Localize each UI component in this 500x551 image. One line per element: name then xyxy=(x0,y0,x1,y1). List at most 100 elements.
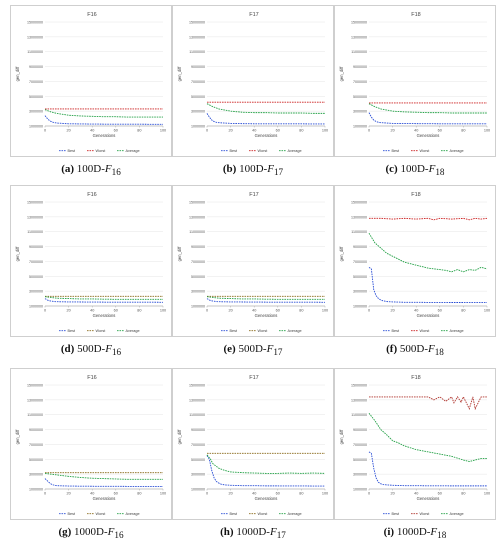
legend-label: Best xyxy=(392,149,401,153)
x-tick-label: 100 xyxy=(160,309,166,313)
y-tick-label: 5000000 xyxy=(353,275,367,279)
series-line-best xyxy=(44,298,164,303)
y-tick-label: 9000000 xyxy=(29,65,43,69)
caption-text: 500D- xyxy=(77,343,106,355)
series-line-best xyxy=(368,266,487,304)
x-tick-label: 0 xyxy=(206,309,208,313)
series-line-average xyxy=(44,472,163,480)
x-tick-label: 20 xyxy=(228,492,232,496)
x-tick-label: 20 xyxy=(390,129,394,133)
y-tick-label: 13000000 xyxy=(189,215,205,219)
x-tick-label: 60 xyxy=(438,492,442,496)
series-line-best xyxy=(44,478,163,487)
y-tick-label: 15000000 xyxy=(189,201,205,205)
x-tick-label: 20 xyxy=(66,129,70,133)
y-tick-label: 7000000 xyxy=(353,80,367,84)
y-axis-label: gen_diff xyxy=(15,66,20,82)
x-tick-label: 100 xyxy=(322,129,328,133)
y-tick-label: 15000000 xyxy=(351,384,367,388)
chart-frame: F18 15000000 13000000 11000000 9000000 700000… xyxy=(334,185,496,337)
y-tick-label: 13000000 xyxy=(351,35,367,39)
x-tick-label: 40 xyxy=(90,129,94,133)
caption-text: 1000D- xyxy=(396,526,431,538)
chart-frame: F17 15000000 13000000 11000000 9000000 700000… xyxy=(172,5,334,157)
x-tick-label: 60 xyxy=(438,129,442,133)
y-tick-label: 3000000 xyxy=(191,290,205,294)
y-tick-label: 5000000 xyxy=(191,95,205,99)
chart-panel-b: F17 15000000 13000000 11000000 9000000 700000… xyxy=(172,5,334,188)
caption-tag: (i) xyxy=(383,526,395,538)
legend-label: Average xyxy=(450,512,464,516)
x-tick-label: 40 xyxy=(414,129,418,133)
y-tick-label: 1000000 xyxy=(191,125,205,129)
y-tick-label: 1000000 xyxy=(29,305,43,309)
caption-text: 500D- xyxy=(399,343,428,355)
y-tick-label: 11000000 xyxy=(27,230,43,234)
figure-caption: (f) 500D-F18 xyxy=(334,343,496,357)
legend-label: Best xyxy=(68,329,77,333)
x-axis-label: Generations xyxy=(93,496,116,501)
legend-label: Best xyxy=(230,512,239,516)
x-tick-label: 100 xyxy=(484,492,490,496)
caption-subscript: 18 xyxy=(437,530,447,541)
x-tick-label: 80 xyxy=(137,309,141,313)
series-line-worst xyxy=(369,395,487,411)
x-tick-label: 80 xyxy=(461,129,465,133)
y-tick-label: 11000000 xyxy=(27,413,43,417)
legend-label: Best xyxy=(230,329,239,333)
caption-tag: (c) xyxy=(385,163,398,175)
y-tick-label: 5000000 xyxy=(191,275,205,279)
x-tick-label: 20 xyxy=(390,309,394,313)
series-line-best xyxy=(44,115,163,125)
caption-function: F xyxy=(104,163,112,175)
chart-frame: F16 15000000 13000000 11000000 9000000 700000… xyxy=(10,5,172,157)
y-tick-label: 11000000 xyxy=(189,50,205,54)
x-tick-label: 80 xyxy=(137,129,141,133)
x-tick-label: 0 xyxy=(368,492,370,496)
legend-label: Average xyxy=(126,512,140,516)
caption-function: F xyxy=(428,163,436,175)
y-tick-label: 3000000 xyxy=(191,473,205,477)
y-tick-label: 9000000 xyxy=(353,428,367,432)
legend-label: Worst xyxy=(96,329,107,333)
y-tick-label: 15000000 xyxy=(351,201,367,205)
chart-title: F16 xyxy=(87,192,96,198)
y-tick-label: 11000000 xyxy=(351,413,367,417)
chart-panel-i: F18 15000000 13000000 11000000 9000000 700000… xyxy=(334,368,496,551)
line-chart-d: F16 15000000 13000000 11000000 9000000 700000… xyxy=(15,192,166,333)
x-tick-label: 80 xyxy=(299,309,303,313)
x-tick-label: 100 xyxy=(484,129,490,133)
chart-title: F18 xyxy=(411,12,420,18)
series-line-average xyxy=(206,454,326,474)
y-tick-label: 11000000 xyxy=(189,413,205,417)
caption-subscript: 16 xyxy=(111,347,122,358)
y-axis-label: gen_diff xyxy=(177,66,182,82)
x-axis-label: Generations xyxy=(255,313,278,318)
x-tick-label: 100 xyxy=(322,309,328,313)
y-tick-label: 5000000 xyxy=(353,458,367,462)
x-axis-label: Generations xyxy=(417,313,440,318)
legend-label: Average xyxy=(126,329,140,333)
x-axis-label: Generations xyxy=(93,133,116,138)
y-tick-label: 9000000 xyxy=(191,65,205,69)
chart-panel-c: F18 15000000 13000000 11000000 9000000 700000… xyxy=(334,5,496,188)
caption-function: F xyxy=(105,343,112,355)
caption-tag: (e) xyxy=(223,343,236,355)
x-tick-label: 80 xyxy=(299,129,303,133)
caption-function: F xyxy=(267,163,274,175)
x-axis-label: Generations xyxy=(417,496,440,501)
x-tick-label: 60 xyxy=(114,129,118,133)
y-tick-label: 7000000 xyxy=(191,443,205,447)
line-chart-a: F16 15000000 13000000 11000000 9000000 700000… xyxy=(15,12,166,153)
x-axis-label: Generations xyxy=(255,496,278,501)
x-axis-label: Generations xyxy=(255,133,278,138)
figure-caption: (d) 500D-F16 xyxy=(10,343,172,357)
caption-text: 1000D- xyxy=(74,526,108,538)
chart-panel-f: F18 15000000 13000000 11000000 9000000 700000… xyxy=(334,185,496,368)
caption-function: F xyxy=(269,526,277,538)
y-tick-label: 3000000 xyxy=(353,473,367,477)
y-tick-label: 15000000 xyxy=(189,384,205,388)
x-tick-label: 20 xyxy=(228,129,232,133)
y-tick-label: 3000000 xyxy=(29,110,43,114)
y-tick-label: 3000000 xyxy=(29,290,43,294)
